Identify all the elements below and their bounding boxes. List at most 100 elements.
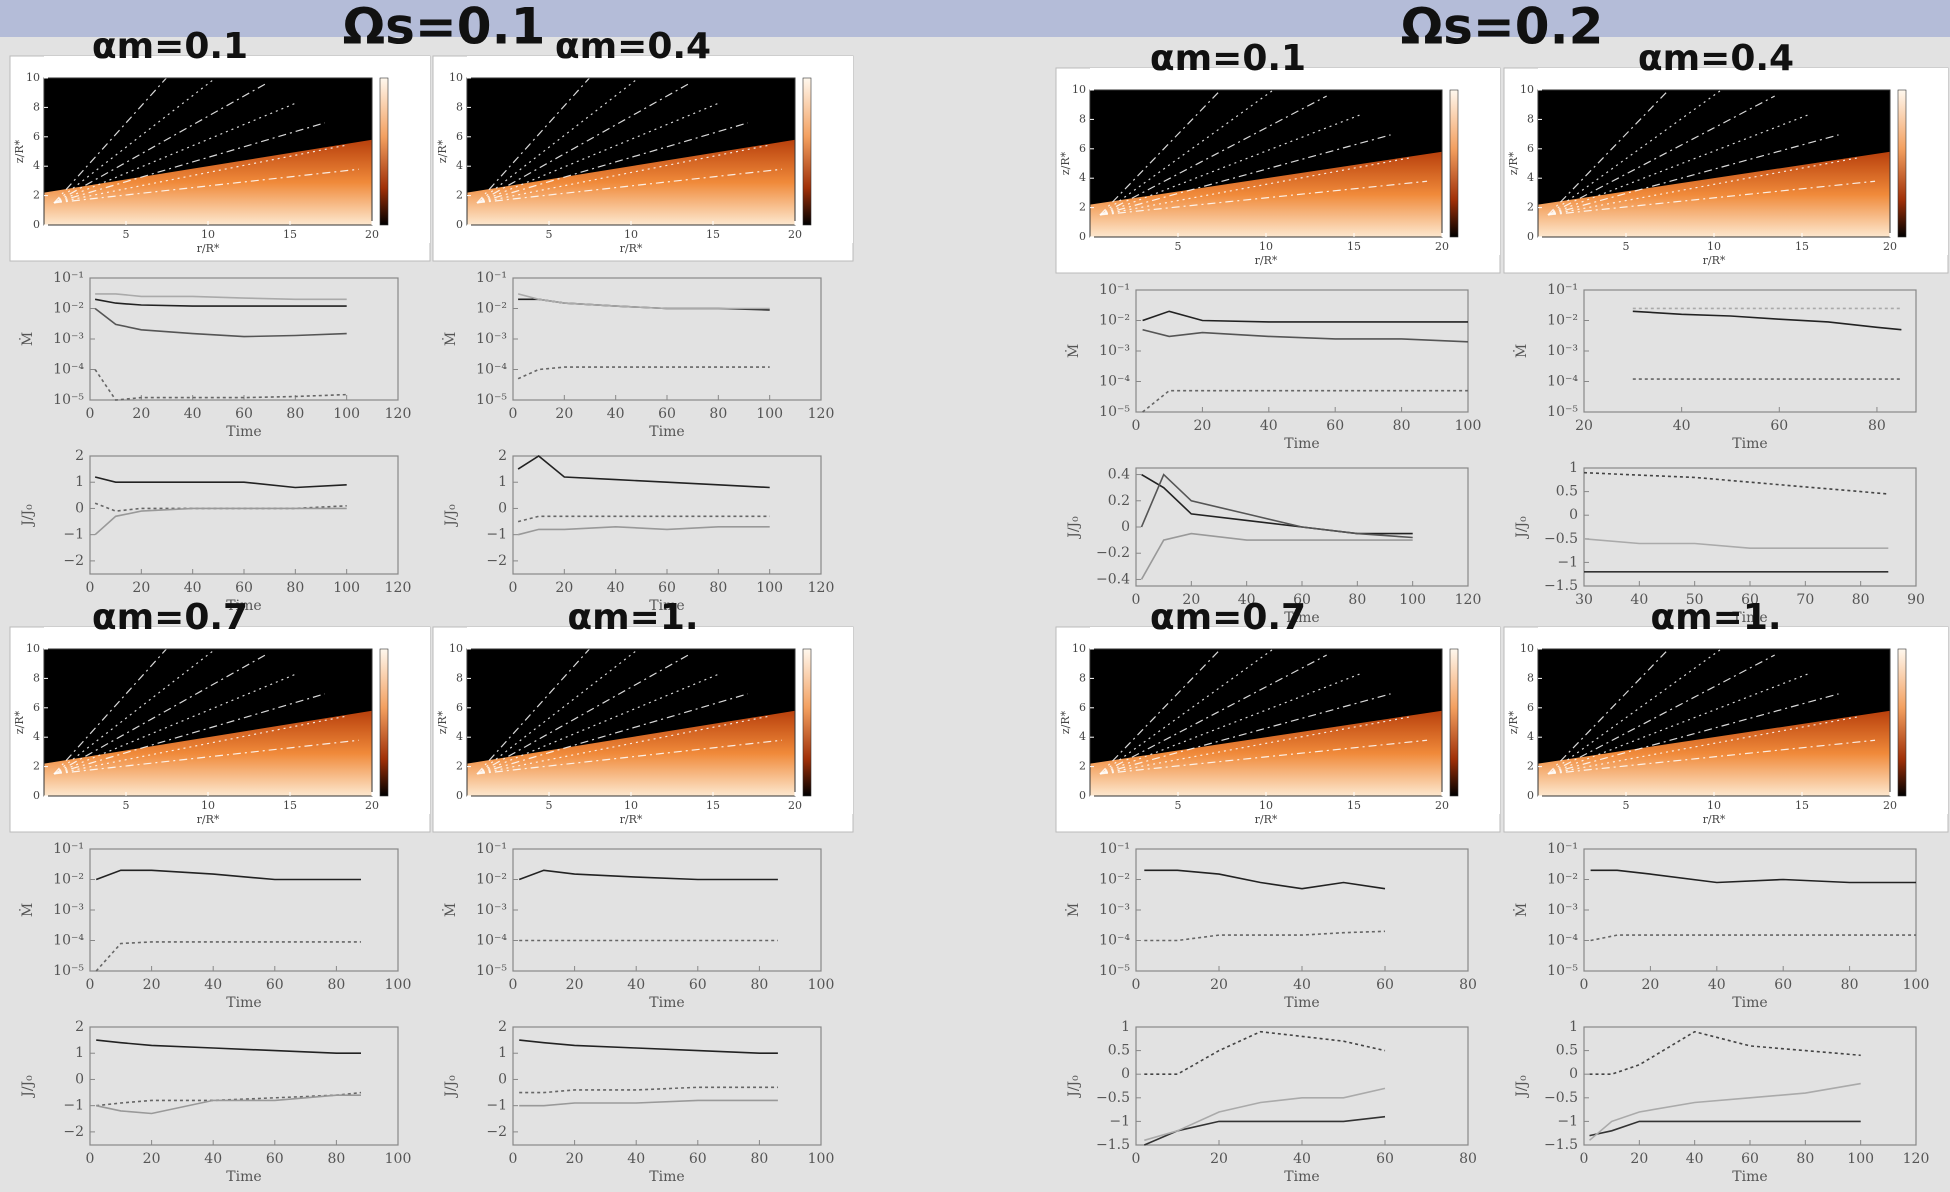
x-tick-label: 40	[607, 406, 625, 422]
x-tick-label: 10	[201, 228, 215, 241]
plot-frame	[1136, 290, 1468, 412]
x-tick-label: 20	[143, 977, 161, 993]
y-tick-label: −0.5	[1096, 1090, 1130, 1106]
x-tick-label: 5	[1175, 240, 1182, 253]
y-tick-label: 0	[75, 1071, 84, 1087]
series-line	[1144, 1032, 1385, 1075]
y-tick-label: 10⁻¹	[53, 270, 84, 286]
y-tick-label: 0	[1569, 507, 1578, 523]
y-tick-label: −0.4	[1096, 571, 1130, 587]
x-axis-label: Time	[649, 1169, 684, 1185]
x-axis-label: Time	[1732, 436, 1767, 452]
series-line	[1633, 311, 1902, 329]
y-axis-label: J/J₀	[20, 504, 36, 528]
series-line	[95, 477, 347, 488]
series-line	[1584, 539, 1888, 548]
x-tick-label: 120	[1455, 592, 1482, 608]
y-tick-label: 0	[33, 789, 40, 802]
y-tick-label: 10⁻⁴	[1547, 374, 1578, 390]
panel-label: αm=0.4	[1638, 38, 1794, 79]
x-tick-label: 80	[286, 580, 304, 596]
x-tick-label: 0	[1132, 418, 1141, 434]
x-axis-label: r/R*	[197, 813, 220, 826]
series-line	[1591, 935, 1916, 940]
x-tick-label: 10	[624, 228, 638, 241]
x-tick-label: 10	[201, 799, 215, 812]
y-tick-label: 10⁻⁵	[1547, 963, 1578, 979]
y-tick-label: −0.5	[1544, 531, 1578, 547]
x-tick-label: 60	[1376, 977, 1394, 993]
y-tick-label: 0	[498, 1071, 507, 1087]
y-tick-label: 10⁻⁵	[1099, 963, 1130, 979]
x-tick-label: 20	[132, 406, 150, 422]
y-tick-label: 0	[1527, 230, 1534, 243]
x-tick-label: 5	[546, 228, 553, 241]
x-axis-label: r/R*	[1255, 813, 1278, 826]
y-tick-label: 10⁻²	[1099, 313, 1130, 329]
y-tick-label: 6	[1527, 142, 1534, 155]
x-tick-label: 100	[1399, 592, 1426, 608]
x-tick-label: 80	[1868, 418, 1886, 434]
x-tick-label: 80	[1348, 592, 1366, 608]
y-axis-label: J/J₀	[1514, 1075, 1530, 1099]
x-tick-label: 60	[1326, 418, 1344, 434]
x-tick-label: 0	[86, 977, 95, 993]
series-line	[518, 527, 770, 535]
x-tick-label: 40	[1708, 977, 1726, 993]
y-tick-label: 6	[456, 130, 463, 143]
y-tick-label: 10⁻⁵	[53, 392, 84, 408]
x-tick-label: 20	[1641, 977, 1659, 993]
x-tick-label: 0	[86, 406, 95, 422]
x-tick-label: 120	[808, 406, 835, 422]
x-tick-label: 80	[709, 406, 727, 422]
x-axis-label: Time	[226, 1169, 261, 1185]
x-tick-label: 10	[1707, 240, 1721, 253]
y-tick-label: 10⁻³	[1547, 902, 1578, 918]
x-tick-label: 60	[1741, 1151, 1759, 1167]
y-tick-label: −2	[486, 1124, 507, 1140]
x-tick-label: 15	[283, 799, 297, 812]
y-axis-label: z/R*	[1059, 710, 1072, 734]
y-tick-label: 0	[498, 500, 507, 516]
y-tick-label: −1	[486, 527, 507, 543]
y-tick-label: 1	[498, 474, 507, 490]
y-tick-label: 10	[1072, 83, 1086, 96]
y-tick-label: 2	[1079, 201, 1086, 214]
y-axis-label: Ṁ	[18, 903, 36, 917]
x-tick-label: 0	[86, 1151, 95, 1167]
x-tick-label: 15	[1347, 240, 1361, 253]
y-tick-label: 4	[1527, 730, 1534, 743]
colorbar	[803, 649, 811, 796]
x-tick-label: 100	[333, 406, 360, 422]
y-tick-label: 0	[1079, 230, 1086, 243]
x-tick-label: 15	[1795, 799, 1809, 812]
y-tick-label: 0.5	[1556, 484, 1578, 500]
y-axis-label: J/J₀	[1066, 1075, 1082, 1099]
y-tick-label: 10⁻²	[476, 301, 507, 317]
x-tick-label: 100	[385, 977, 412, 993]
y-axis-label: z/R*	[1507, 710, 1520, 734]
x-axis-label: Time	[1284, 436, 1319, 452]
x-tick-label: 100	[756, 406, 783, 422]
y-tick-label: −1	[1557, 554, 1578, 570]
x-tick-label: 40	[1673, 418, 1691, 434]
series-line	[1144, 1117, 1385, 1145]
x-tick-label: 20	[566, 977, 584, 993]
y-axis-label: Ṁ	[441, 332, 459, 346]
y-tick-label: 8	[456, 671, 463, 684]
panel-label: αm=0.4	[555, 26, 711, 67]
plot-frame	[1136, 849, 1468, 971]
y-tick-label: 6	[33, 701, 40, 714]
series-line	[95, 370, 347, 401]
y-tick-label: 8	[1527, 112, 1534, 125]
y-tick-label: −2	[486, 553, 507, 569]
y-tick-label: 10⁻⁴	[53, 933, 84, 949]
x-tick-label: 20	[143, 1151, 161, 1167]
y-tick-label: 10⁻³	[1547, 343, 1578, 359]
series-line	[519, 1087, 778, 1092]
y-tick-label: 10⁻⁵	[476, 963, 507, 979]
x-tick-label: 20	[566, 1151, 584, 1167]
x-axis-label: Time	[649, 995, 684, 1011]
y-tick-label: 2	[75, 448, 84, 464]
y-tick-label: 10	[26, 642, 40, 655]
